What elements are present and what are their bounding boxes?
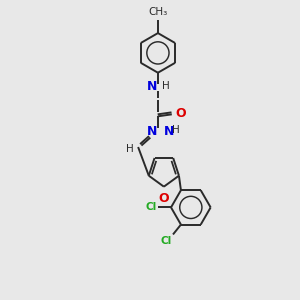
Text: N: N: [147, 125, 157, 138]
Text: Cl: Cl: [146, 202, 157, 212]
Text: O: O: [159, 192, 169, 205]
Text: H: H: [162, 81, 169, 91]
Text: O: O: [176, 107, 186, 120]
Text: N: N: [164, 125, 174, 138]
Text: CH₃: CH₃: [148, 7, 168, 17]
Text: N: N: [147, 80, 157, 93]
Text: Cl: Cl: [161, 236, 172, 247]
Text: H: H: [172, 125, 179, 135]
Text: H: H: [126, 144, 134, 154]
